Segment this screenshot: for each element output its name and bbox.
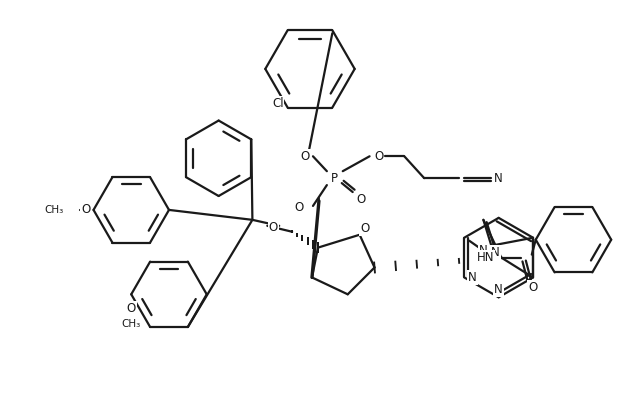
- Text: N: N: [468, 271, 476, 284]
- Text: N: N: [479, 244, 488, 257]
- Text: O: O: [268, 221, 278, 234]
- Text: O: O: [360, 222, 369, 235]
- Text: Cl: Cl: [272, 97, 284, 110]
- Text: O: O: [81, 203, 90, 216]
- Text: N: N: [494, 283, 503, 296]
- Text: O: O: [356, 194, 365, 207]
- Text: O: O: [126, 302, 136, 315]
- Text: O: O: [295, 201, 304, 214]
- Text: O: O: [374, 150, 383, 163]
- Text: CH₃: CH₃: [122, 319, 141, 329]
- Text: O: O: [528, 281, 537, 294]
- Text: O: O: [300, 150, 310, 163]
- Text: N: N: [491, 246, 500, 259]
- Text: HN: HN: [476, 251, 494, 264]
- Text: CH₃: CH₃: [44, 205, 64, 215]
- Text: N: N: [494, 172, 503, 184]
- Text: P: P: [331, 172, 338, 184]
